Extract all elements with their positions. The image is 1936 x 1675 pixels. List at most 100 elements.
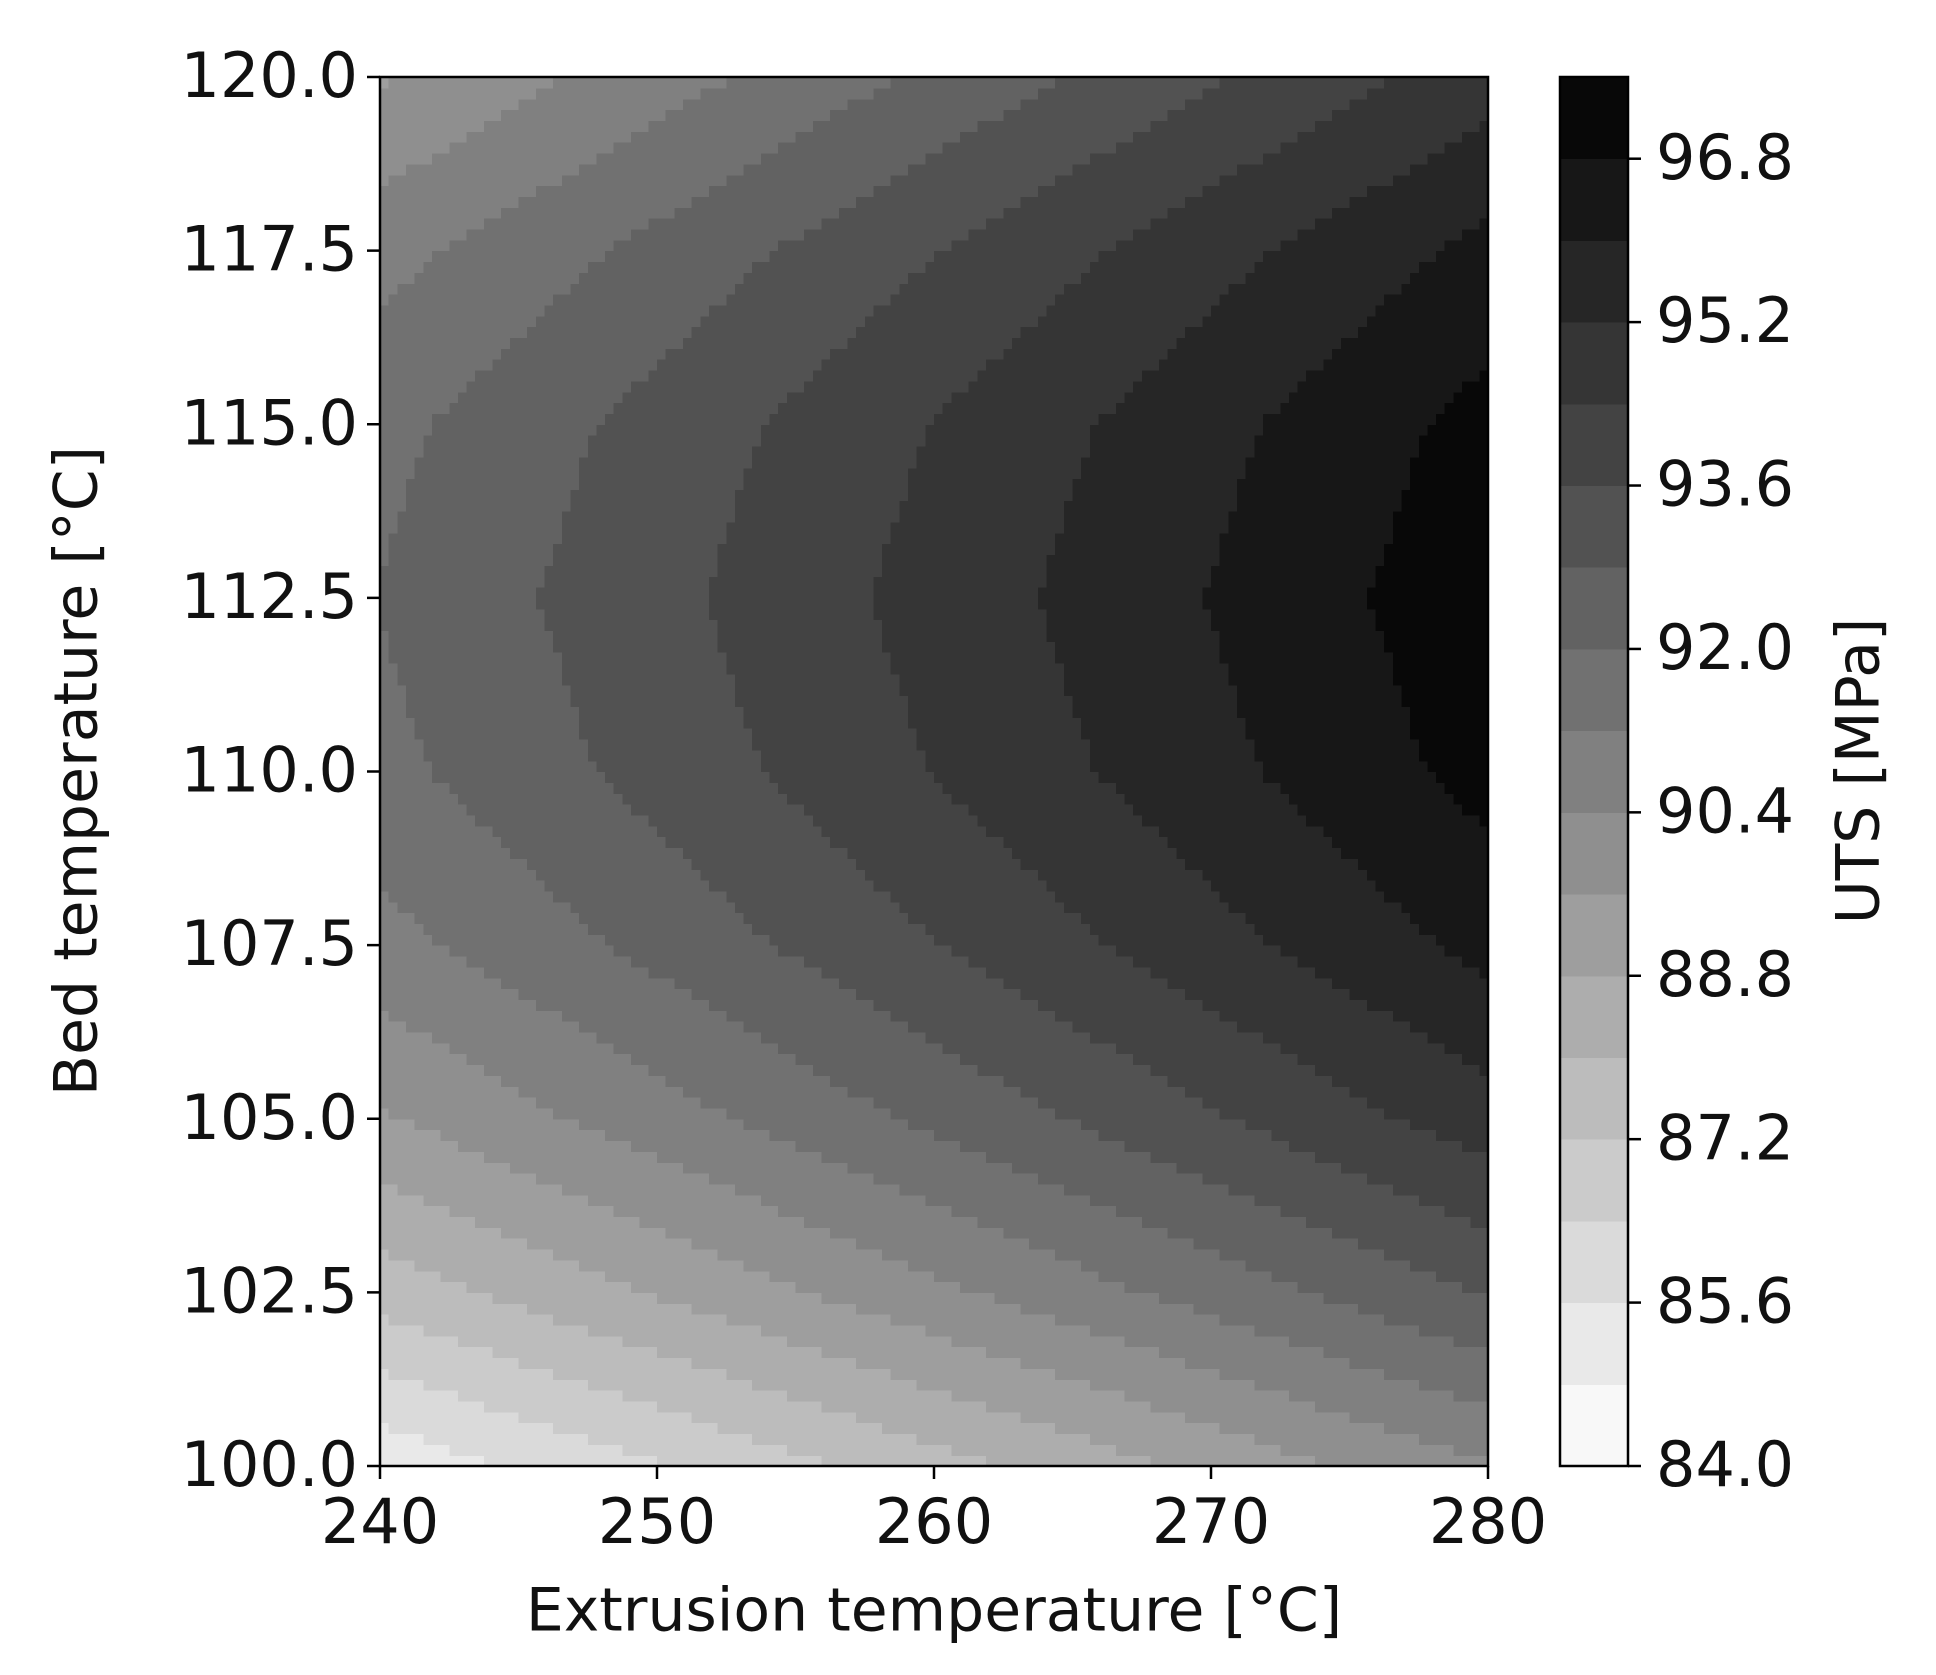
- contour-cell: [579, 1444, 589, 1456]
- contour-cell: [475, 1227, 485, 1239]
- contour-cell: [812, 1151, 823, 1163]
- contour-cell: [388, 1281, 398, 1293]
- contour-cell: [769, 1303, 779, 1315]
- contour-cell: [483, 1281, 494, 1293]
- contour-cell: [812, 1390, 823, 1402]
- contour-cell: [501, 999, 511, 1011]
- contour-cell: [942, 1433, 952, 1445]
- contour-cell: [657, 1097, 667, 1109]
- contour-cell: [440, 1140, 450, 1152]
- contour-cell: [1479, 1400, 1489, 1413]
- contour-cell: [726, 1455, 736, 1467]
- contour-cell: [1202, 1216, 1212, 1228]
- contour-cell: [440, 1281, 450, 1293]
- contour-cell: [743, 1324, 753, 1337]
- contour-cell: [1193, 1194, 1203, 1207]
- contour-cell: [535, 999, 546, 1011]
- contour-cell: [544, 1270, 554, 1283]
- contour-cell: [795, 1422, 805, 1435]
- contour-cell: [449, 1281, 459, 1293]
- contour-cell: [838, 1368, 849, 1380]
- contour-cell: [1236, 1118, 1247, 1131]
- contour-cell: [1011, 1455, 1022, 1467]
- contour-cell: [570, 1259, 580, 1272]
- contour-cell: [1081, 1357, 1091, 1369]
- contour-cell: [804, 1118, 814, 1131]
- contour-cell: [1211, 1400, 1221, 1413]
- contour-cell: [414, 1086, 424, 1098]
- contour-cell: [596, 1010, 606, 1022]
- contour-cell: [1202, 1238, 1212, 1250]
- contour-cell: [674, 1368, 684, 1380]
- contour-cell: [397, 1194, 407, 1207]
- contour-cell: [509, 977, 520, 990]
- contour-cell: [717, 1455, 727, 1467]
- contour-cell: [657, 1194, 667, 1207]
- contour-cell: [1089, 1151, 1100, 1163]
- contour-cell: [977, 1281, 987, 1293]
- contour-cell: [899, 1324, 909, 1337]
- contour-cell: [1462, 1346, 1472, 1359]
- contour-cell: [1392, 1335, 1403, 1348]
- contour-cell: [1072, 1368, 1082, 1380]
- contour-cell: [657, 1075, 667, 1087]
- contour-cell: [717, 1021, 727, 1033]
- contour-cell: [795, 1455, 805, 1467]
- contour-cell: [388, 1173, 398, 1185]
- contour-cell: [665, 1270, 675, 1283]
- contour-cell: [1055, 1118, 1065, 1131]
- contour-cell: [700, 1314, 710, 1326]
- contour-cell: [1410, 1357, 1420, 1369]
- contour-cell: [665, 1021, 675, 1033]
- contour-cell: [873, 1346, 883, 1359]
- contour-cell: [466, 1097, 476, 1109]
- contour-cell: [1003, 1118, 1013, 1131]
- contour-cell: [864, 1227, 875, 1239]
- contour-cell: [535, 1042, 546, 1055]
- contour-cell: [769, 1346, 779, 1359]
- contour-cell: [1202, 1162, 1212, 1174]
- contour-cell: [466, 966, 476, 979]
- contour-cell: [1098, 1248, 1108, 1261]
- contour-cell: [1462, 1259, 1472, 1272]
- contour-cell: [639, 1281, 649, 1293]
- contour-cell: [622, 1357, 632, 1369]
- contour-cell: [951, 1151, 961, 1163]
- contour-cell: [527, 1031, 537, 1044]
- contour-cell: [657, 1205, 667, 1218]
- contour-cell: [717, 1390, 727, 1402]
- contour-cell: [1462, 1238, 1472, 1250]
- contour-cell: [509, 1194, 520, 1207]
- contour-cell: [1349, 1238, 1359, 1250]
- contour-cell: [431, 1021, 442, 1033]
- contour-cell: [1236, 1390, 1247, 1402]
- contour-cell: [717, 1357, 727, 1369]
- contour-cell: [1384, 1357, 1394, 1369]
- contour-cell: [752, 1194, 762, 1207]
- contour-cell: [1236, 1173, 1247, 1185]
- contour-cell: [994, 1162, 1004, 1174]
- contour-cell: [492, 1140, 502, 1152]
- contour-cell: [1037, 1314, 1048, 1326]
- contour-cell: [553, 1162, 563, 1174]
- contour-cell: [882, 1248, 892, 1261]
- contour-cell: [1245, 1205, 1255, 1218]
- contour-cell: [639, 1400, 649, 1413]
- contour-cell: [1245, 1194, 1255, 1207]
- contour-cell: [1384, 1281, 1394, 1293]
- contour-cell: [631, 1422, 641, 1435]
- contour-cell: [691, 1042, 701, 1055]
- contour-cell: [856, 1151, 866, 1163]
- contour-cell: [977, 1270, 987, 1283]
- contour-cell: [1011, 1151, 1022, 1163]
- contour-cell: [1193, 1205, 1203, 1218]
- contour-cell: [553, 1118, 563, 1131]
- contour-cell: [1219, 1411, 1229, 1424]
- contour-cell: [570, 1335, 580, 1348]
- contour-cell: [1124, 1292, 1134, 1304]
- contour-cell: [440, 1075, 450, 1087]
- contour-cell: [1133, 1368, 1143, 1380]
- contour-cell: [518, 1357, 528, 1369]
- contour-cell: [899, 1368, 909, 1380]
- contour-cell: [682, 1183, 693, 1196]
